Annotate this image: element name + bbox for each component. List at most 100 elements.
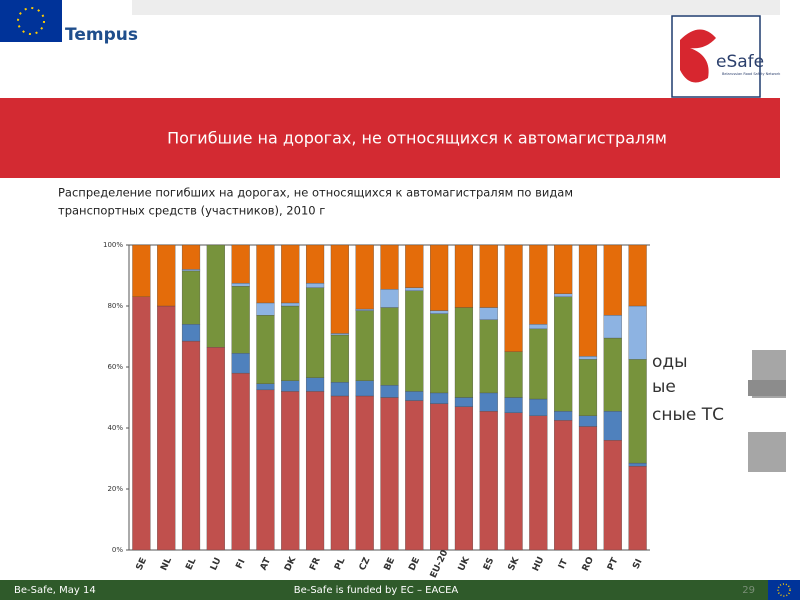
bar-segment — [628, 462, 647, 467]
bar-segment — [578, 244, 598, 357]
top-bar — [132, 0, 780, 15]
bar-segment — [231, 286, 250, 354]
y-tick-label: 40% — [107, 424, 123, 432]
x-tick-label: ES — [482, 556, 496, 572]
bar-segment — [529, 328, 548, 400]
x-tick-label: SK — [507, 555, 522, 572]
subtitle: транспортных средств (участников), 2010 … — [58, 204, 325, 218]
overlay-box — [748, 380, 786, 396]
bar-segment — [554, 293, 573, 297]
bar-segment — [454, 244, 474, 308]
bar-segment — [206, 244, 225, 348]
bar-segment — [405, 287, 424, 291]
bar-segment — [430, 403, 449, 551]
bar-segment — [132, 296, 151, 551]
bar-segment — [405, 244, 424, 288]
bar-segment — [454, 406, 474, 551]
x-tick-label: EU-20 — [429, 549, 451, 580]
title-band — [0, 98, 780, 178]
bar-segment — [281, 302, 300, 307]
bar-segment — [504, 244, 523, 352]
slide-title: Погибшие на дорогах, не относящихся к ав… — [167, 129, 667, 148]
bar-segment — [430, 244, 449, 311]
bar-segment — [479, 411, 498, 551]
bar-segment — [603, 244, 622, 316]
x-tick-label: HU — [531, 555, 546, 573]
bar-segment — [181, 270, 201, 325]
bar-segment — [355, 308, 374, 311]
bar-segment — [355, 244, 374, 310]
bar-segment — [256, 389, 275, 551]
bar-segment — [454, 307, 474, 398]
bar-segment — [554, 296, 573, 412]
bar-segment — [330, 395, 349, 551]
bar-segment — [430, 392, 449, 404]
bar-segment — [157, 305, 176, 551]
bar-segment — [430, 310, 449, 314]
bar-segment — [231, 372, 250, 551]
esafe-subtext: Belarussian Road Safety Network — [722, 72, 781, 76]
y-tick-label: 20% — [107, 485, 123, 493]
chart: 0% 20% 40% 60% 80% 100% SE NL EL LU FI AT DK FR PL CZ BE… — [103, 241, 650, 580]
bar-segment — [157, 244, 176, 307]
bar-segment — [380, 244, 399, 290]
bar-segment — [554, 411, 573, 421]
bar-segment — [206, 347, 225, 551]
bar-segment — [578, 356, 598, 360]
bar-segment — [479, 307, 498, 320]
x-tick-label: LU — [209, 556, 223, 572]
x-tick-label: NL — [159, 556, 174, 572]
bar-segment — [305, 282, 325, 288]
footer-center: Be-Safe is funded by EC – EACEA — [294, 585, 459, 596]
bar-segment — [628, 305, 647, 360]
bar-segment — [355, 380, 374, 397]
bar-segment — [479, 319, 498, 394]
x-tick-label: IT — [557, 557, 570, 571]
bar-segment — [603, 337, 622, 412]
bar-segment — [554, 244, 573, 294]
x-tick-label: PL — [333, 556, 347, 572]
x-tick-label: SI — [631, 558, 644, 571]
esafe-text: eSafe — [716, 52, 764, 72]
bar-segment — [479, 392, 498, 412]
x-tick-label: FR — [308, 556, 323, 572]
footer-band — [0, 580, 800, 600]
x-tick-label: CZ — [358, 556, 373, 573]
bar-segment — [529, 324, 548, 330]
x-tick-label: SE — [135, 556, 149, 572]
y-tick-label: 80% — [107, 302, 123, 310]
bar-segment — [380, 307, 399, 386]
bar-segment — [181, 244, 201, 270]
bar-segment — [305, 244, 325, 284]
eu-stars — [17, 7, 45, 35]
bar-segment — [256, 244, 275, 304]
bar-segment — [380, 289, 399, 308]
x-tick-label: PT — [606, 556, 621, 573]
legend-fragment: сные ТС — [652, 405, 724, 425]
bar-segment — [380, 385, 399, 398]
footer-eu-stars — [777, 583, 791, 597]
bar-segment — [281, 305, 300, 381]
bar-segment — [256, 383, 275, 391]
bar-segment — [132, 244, 151, 297]
bar-segment — [554, 420, 573, 551]
bar-segment — [281, 244, 300, 304]
bar-segment — [578, 415, 598, 427]
bar-segment — [529, 244, 548, 325]
eu-flag — [0, 0, 62, 42]
x-tick-label: EL — [184, 556, 198, 571]
bar-segment — [181, 269, 201, 272]
logo-text: Tempus — [65, 25, 138, 45]
bar-segment — [628, 359, 647, 464]
bar-segment — [256, 302, 275, 316]
bar-segment — [355, 310, 374, 381]
esafe-mark — [680, 29, 716, 83]
bar-segment — [330, 334, 349, 383]
bar-segment — [603, 411, 622, 441]
page-number: 29 — [742, 585, 755, 596]
bar-segment — [305, 377, 325, 392]
bar-segment — [231, 244, 250, 284]
bar-segment — [231, 353, 250, 374]
bar-segment — [281, 380, 300, 392]
